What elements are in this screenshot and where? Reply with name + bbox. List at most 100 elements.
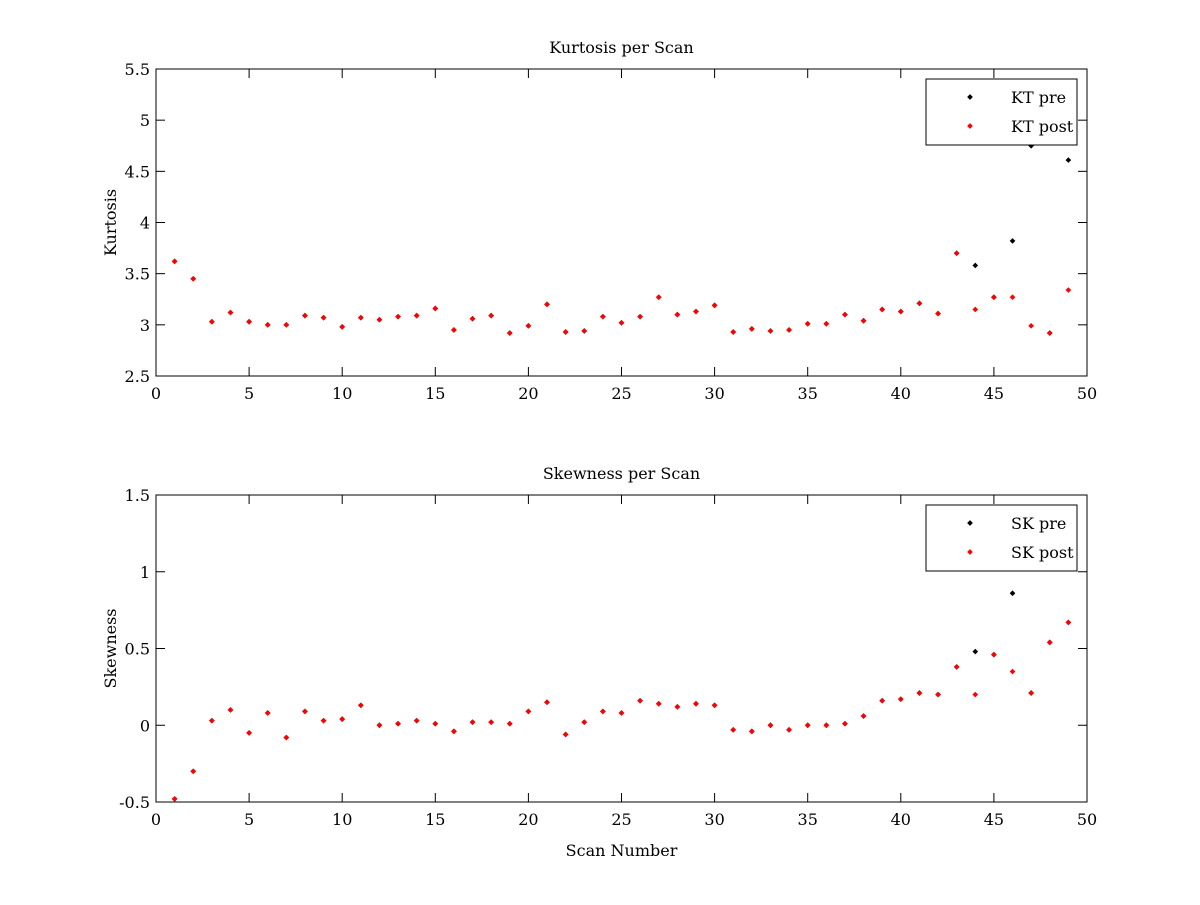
data-point xyxy=(711,702,718,709)
legend-label: SK post xyxy=(1011,543,1074,562)
x-tick-label: 35 xyxy=(798,810,818,829)
data-point xyxy=(804,320,811,327)
data-point xyxy=(171,796,178,802)
chart-title: Skewness per Scan xyxy=(543,464,700,483)
x-tick-label: 20 xyxy=(518,810,538,829)
data-point xyxy=(246,318,252,325)
data-point xyxy=(749,326,755,332)
x-tick-label: 45 xyxy=(984,810,1004,829)
data-point xyxy=(544,699,550,706)
data-point xyxy=(357,314,364,321)
data-point xyxy=(376,316,383,323)
data-point xyxy=(451,327,457,333)
data-point xyxy=(823,722,830,729)
data-point xyxy=(227,309,234,316)
data-point xyxy=(469,719,476,726)
data-point xyxy=(953,250,960,257)
legend-marker xyxy=(967,94,973,100)
x-tick-label: 0 xyxy=(151,384,161,403)
data-point xyxy=(357,702,364,709)
data-point xyxy=(897,696,904,702)
data-point xyxy=(655,700,662,707)
data-point xyxy=(618,319,625,326)
data-point xyxy=(413,717,420,724)
y-tick-label: 0.5 xyxy=(125,640,150,659)
data-point xyxy=(506,720,513,727)
data-point xyxy=(283,734,290,741)
data-point xyxy=(879,306,886,313)
data-point xyxy=(320,314,327,321)
data-point xyxy=(916,690,923,696)
data-point xyxy=(674,311,681,318)
y-tick-label: 5 xyxy=(140,111,150,130)
x-tick-label: 10 xyxy=(332,384,352,403)
data-point xyxy=(860,713,867,719)
x-tick-label: 45 xyxy=(984,384,1004,403)
data-point xyxy=(544,301,550,308)
data-point xyxy=(1028,323,1034,329)
data-point xyxy=(227,707,234,713)
data-point xyxy=(432,720,439,727)
data-point xyxy=(618,710,625,716)
data-point xyxy=(655,294,662,301)
data-point xyxy=(823,320,830,327)
data-point xyxy=(488,312,494,319)
x-tick-label: 30 xyxy=(704,810,724,829)
y-tick-label: 2.5 xyxy=(125,367,150,386)
x-tick-label: 15 xyxy=(425,810,445,829)
x-tick-label: 40 xyxy=(891,384,911,403)
data-point xyxy=(469,315,476,322)
data-point xyxy=(897,308,904,315)
data-point xyxy=(339,324,346,330)
subplot-2: 0 5 10 15 20 25 30 35 40 45 50-0.500.511.5Skewness… xyxy=(101,464,1097,860)
y-tick-label: 5.5 xyxy=(125,60,150,79)
data-point xyxy=(991,294,997,301)
data-point xyxy=(1009,668,1016,675)
data-point xyxy=(395,720,401,727)
data-point xyxy=(339,716,346,722)
data-point xyxy=(842,311,848,318)
x-tick-label: 10 xyxy=(332,810,352,829)
x-tick-label: 0 xyxy=(151,810,161,829)
x-tick-label: 35 xyxy=(798,384,818,403)
legend-box xyxy=(925,504,1078,572)
data-point xyxy=(693,700,699,707)
x-tick-label: 20 xyxy=(518,384,538,403)
data-point xyxy=(209,717,215,724)
data-point xyxy=(413,312,420,319)
data-point xyxy=(525,323,532,329)
legend-marker xyxy=(967,549,973,555)
data-point xyxy=(171,258,178,265)
x-tick-label: 15 xyxy=(425,384,445,403)
data-point xyxy=(600,708,606,715)
y-tick-label: 4 xyxy=(140,214,150,233)
data-point xyxy=(972,306,979,313)
data-point xyxy=(804,722,811,729)
y-tick-label: 1 xyxy=(140,563,150,582)
subplot-1: 0 5 10 15 20 25 30 35 40 45 50 2.5 3 3.5 4 4.5 5 5.5 Kurto… xyxy=(101,38,1097,403)
data-point xyxy=(767,722,774,729)
data-point xyxy=(190,275,197,282)
x-tick-label: 25 xyxy=(611,384,631,403)
y-tick-label: -0.5 xyxy=(119,793,150,812)
data-point xyxy=(302,708,308,715)
legend-marker xyxy=(967,123,973,129)
y-tick-label: 3.5 xyxy=(125,265,150,284)
legend-marker xyxy=(967,520,973,526)
data-point xyxy=(1046,639,1053,646)
data-point xyxy=(600,313,606,320)
data-point xyxy=(376,722,383,729)
data-point xyxy=(246,730,252,736)
data-point xyxy=(879,697,886,704)
data-point xyxy=(767,328,774,334)
data-point xyxy=(1009,238,1016,244)
x-tick-label: 30 xyxy=(704,384,724,403)
data-point xyxy=(562,731,569,738)
data-point xyxy=(693,308,699,315)
legend: KT pre KT post xyxy=(925,78,1078,146)
y-axis-label: Skewness xyxy=(101,608,120,688)
data-point xyxy=(860,317,867,324)
chart-title: Kurtosis per Scan xyxy=(549,38,693,57)
y-tick-label: 1.5 xyxy=(125,486,150,505)
